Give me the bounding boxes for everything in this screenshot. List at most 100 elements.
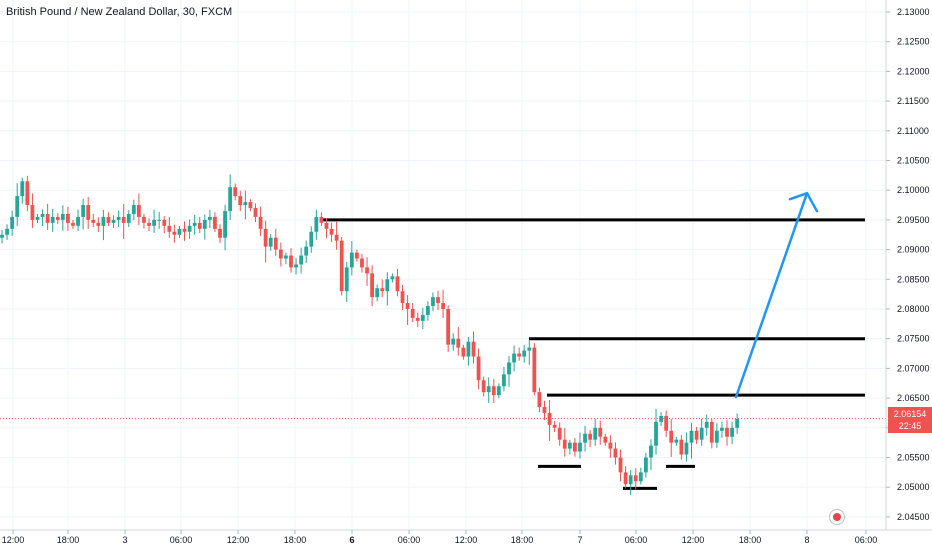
y-tick-label: 2.04500 bbox=[897, 512, 930, 522]
candle-body bbox=[633, 475, 638, 482]
candle-body bbox=[334, 234, 339, 241]
y-tick-label: 2.09500 bbox=[897, 215, 930, 225]
candle-body bbox=[679, 439, 684, 455]
candle-body bbox=[253, 208, 258, 217]
candle-body bbox=[578, 442, 582, 452]
candle-body bbox=[223, 210, 227, 238]
candle-body bbox=[284, 255, 288, 259]
candle-body bbox=[507, 362, 511, 375]
y-tick-label: 2.07500 bbox=[897, 334, 930, 344]
candle-body bbox=[339, 240, 344, 292]
candle-body bbox=[202, 219, 207, 229]
candle-body bbox=[157, 219, 162, 221]
x-tick-label: 3 bbox=[122, 535, 127, 545]
candle-body bbox=[471, 341, 476, 357]
candle-body bbox=[126, 213, 131, 223]
candle-body bbox=[370, 273, 375, 298]
candle-body bbox=[309, 231, 314, 247]
candle-body bbox=[598, 427, 603, 437]
candle-body bbox=[101, 216, 106, 226]
x-tick-label: 6 bbox=[349, 535, 354, 545]
y-tick-label: 2.06500 bbox=[897, 393, 930, 403]
candle-body bbox=[375, 288, 380, 298]
y-tick-label: 2.08500 bbox=[897, 274, 930, 284]
candle-body bbox=[395, 276, 400, 292]
candle-body bbox=[456, 338, 461, 348]
x-tick-label: 12:00 bbox=[227, 535, 250, 545]
candle-body bbox=[588, 433, 593, 440]
candle-body bbox=[730, 427, 734, 437]
candle-body bbox=[669, 430, 674, 443]
candle-body bbox=[496, 386, 501, 396]
candle-body bbox=[344, 267, 349, 292]
x-tick-label: 06:00 bbox=[170, 535, 193, 545]
x-tick-label: 18:00 bbox=[511, 535, 534, 545]
candle-body bbox=[319, 216, 324, 223]
candle-body bbox=[415, 317, 420, 321]
candle-body bbox=[192, 222, 197, 226]
candle-body bbox=[213, 216, 217, 229]
candle-body bbox=[294, 264, 298, 268]
candle-body bbox=[25, 181, 30, 206]
y-tick-label: 2.10000 bbox=[897, 185, 930, 195]
candle-body bbox=[420, 314, 425, 321]
price-axis[interactable]: 2.13000 2.12500 2.12000 2.11500 2.11000 2.105… bbox=[886, 7, 930, 522]
candle-body bbox=[289, 255, 293, 268]
projection-arrow[interactable] bbox=[734, 191, 819, 399]
candle-body bbox=[725, 427, 729, 437]
candle-body bbox=[562, 439, 567, 449]
candle-body bbox=[654, 421, 658, 446]
snapshot-icon[interactable] bbox=[829, 509, 845, 525]
y-tick-label: 2.11000 bbox=[897, 126, 929, 136]
candle-body bbox=[147, 222, 151, 226]
current-price-badge: 2.06154 22:45 bbox=[888, 406, 932, 433]
candle-body bbox=[233, 187, 238, 197]
candle-body bbox=[466, 341, 471, 357]
candle-body bbox=[10, 216, 15, 229]
y-tick-label: 2.13000 bbox=[897, 7, 930, 17]
candle-body bbox=[187, 225, 192, 232]
candle-body bbox=[486, 386, 491, 393]
x-tick-label: 06:00 bbox=[398, 535, 421, 545]
candle-body bbox=[638, 472, 643, 482]
chart-title: British Pound / New Zealand Dollar, 30, … bbox=[6, 6, 233, 18]
candle-body bbox=[177, 228, 182, 235]
candle-body bbox=[60, 213, 65, 220]
candle-body bbox=[431, 297, 435, 307]
candle-body bbox=[532, 347, 537, 393]
pattern-lines bbox=[320, 218, 865, 490]
candle-body bbox=[91, 219, 96, 223]
candle-body bbox=[618, 457, 623, 473]
candle-body bbox=[603, 436, 608, 443]
snapshot-dot-icon bbox=[833, 513, 841, 521]
candle-body bbox=[613, 448, 618, 458]
candle-body bbox=[608, 442, 613, 449]
candle-body bbox=[491, 386, 496, 396]
candle-body bbox=[45, 213, 50, 223]
candle-body bbox=[263, 228, 268, 247]
x-tick-label: 12:00 bbox=[2, 535, 25, 545]
candle-body bbox=[258, 216, 263, 229]
candle-body bbox=[111, 219, 116, 223]
candle-body bbox=[15, 196, 20, 217]
candle-body bbox=[573, 442, 577, 452]
candle-body bbox=[152, 219, 156, 226]
candle-body bbox=[248, 202, 253, 209]
candle-body bbox=[643, 457, 648, 473]
y-tick-label: 2.07000 bbox=[897, 363, 930, 373]
time-axis[interactable]: 12:00 18:00 3 06:00 12:00 18:00 6 06:00 12:00 18:… bbox=[2, 530, 878, 545]
candle-body bbox=[218, 228, 222, 238]
candle-body bbox=[704, 421, 709, 428]
candle-body bbox=[699, 427, 704, 440]
candle-body bbox=[446, 309, 451, 345]
candle-body bbox=[385, 279, 390, 292]
candle-body bbox=[182, 228, 187, 232]
candle-body bbox=[537, 392, 542, 408]
candle-body bbox=[228, 187, 233, 211]
y-tick-label: 2.12500 bbox=[897, 37, 930, 47]
candle-body bbox=[355, 252, 359, 259]
candle-body bbox=[659, 415, 663, 422]
candle-body bbox=[81, 205, 86, 217]
y-tick-label: 2.10500 bbox=[897, 156, 930, 166]
